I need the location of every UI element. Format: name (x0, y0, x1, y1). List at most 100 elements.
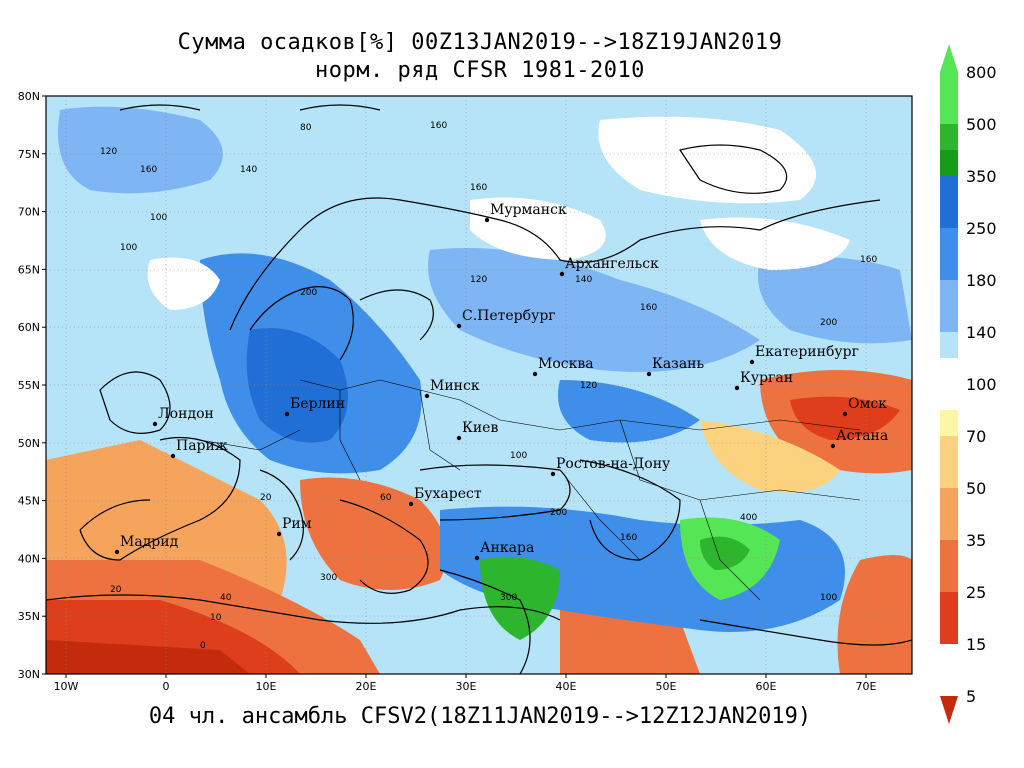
contour-value-label: 40 (220, 593, 232, 603)
colorbar-label: 70 (966, 427, 986, 446)
city-label: Мадрид (120, 534, 179, 550)
colorbar: 800 500 350 250 180 140 100 70 50 35 25 15 5 (940, 44, 997, 724)
borders (199, 379, 861, 601)
city-dot (152, 421, 158, 427)
colorbar-swatch (940, 410, 958, 436)
contour-value-label: 200 (300, 288, 317, 298)
latitude-label: 50N (18, 437, 40, 450)
colorbar-swatch (940, 150, 958, 176)
colorbar-swatch (940, 72, 958, 124)
city-label: Ростов-на-Дону (556, 456, 671, 472)
city-dot (114, 549, 120, 555)
longitude-labels: 10W 0 10E 20E 30E 40E 50E 60E 70E (54, 674, 877, 693)
colorbar-swatch (940, 228, 958, 280)
colorbar-swatch (940, 176, 958, 228)
colorbar-swatch (940, 540, 958, 592)
colorbar-label: 25 (966, 583, 986, 602)
latitude-label: 65N (18, 263, 40, 276)
contour-value-label: 140 (575, 275, 592, 285)
city-markers: Мурманск Архангельск С.Петербург Москва Каза… (114, 202, 888, 561)
colorbar-label: 50 (966, 479, 986, 498)
colorbar-label: 15 (966, 635, 986, 654)
latitude-label: 75N (18, 148, 40, 161)
longitude-label: 10W (54, 680, 79, 693)
city-dot (474, 555, 480, 561)
contour-value-label: 120 (470, 275, 487, 285)
city-label: Екатеринбург (755, 344, 859, 360)
colorbar-swatch (940, 592, 958, 644)
city-label: Берлин (290, 396, 345, 412)
city-dot (276, 531, 282, 537)
colorbar-top-arrow (940, 44, 958, 72)
contour-value-label: 60 (380, 493, 392, 503)
contour-value-label: 160 (470, 183, 487, 193)
colorbar-label: 500 (966, 115, 997, 134)
city-label: Москва (538, 356, 594, 372)
city-label: Курган (740, 370, 793, 386)
city-dot (830, 443, 836, 449)
contour-value-label: 20 (260, 493, 272, 503)
colorbar-bottom-arrow (940, 696, 958, 724)
longitude-label: 50E (656, 680, 677, 693)
city-label: Астана (836, 428, 888, 444)
city-dot (456, 435, 462, 441)
colorbar-swatch (940, 332, 958, 358)
title-line-2: норм. ряд CFSR 1981-2010 (315, 58, 645, 83)
latitude-labels: 80N 75N 70N 65N 60N 55N 50N 45N 40N 35N 30N (18, 90, 46, 681)
city-label: С.Петербург (462, 308, 556, 324)
city-dot (408, 501, 414, 507)
longitude-label: 40E (556, 680, 577, 693)
city-label: Рим (282, 516, 312, 532)
city-dot (284, 411, 290, 417)
contour-value-label: 120 (100, 147, 117, 157)
contour-value-label: 200 (550, 508, 567, 518)
contour-value-label: 100 (120, 243, 137, 253)
city-label: Мурманск (490, 202, 567, 218)
latitude-label: 40N (18, 552, 40, 565)
contour-value-label: 80 (300, 123, 312, 133)
city-dot (424, 393, 430, 399)
longitude-label: 10E (256, 680, 277, 693)
coastlines (46, 104, 912, 674)
city-label: Омск (848, 396, 887, 412)
longitude-label: 70E (856, 680, 877, 693)
contour-value-label: 100 (510, 451, 527, 461)
colorbar-label: 100 (966, 375, 997, 394)
longitude-label: 30E (456, 680, 477, 693)
city-label: Казань (652, 356, 704, 372)
footer-ensemble-info: 04 чл. ансамбль CFSV2(18Z11JAN2019-->12Z… (148, 704, 812, 729)
contour-value-label: 100 (150, 213, 167, 223)
colorbar-label: 180 (966, 271, 997, 290)
longitude-label: 60E (756, 680, 777, 693)
latitude-label: 55N (18, 379, 40, 392)
contour-value-label: 300 (320, 573, 337, 583)
colorbar-swatch (940, 124, 958, 150)
colorbar-swatch (940, 280, 958, 332)
colorbar-swatch (940, 436, 958, 488)
city-dot (532, 371, 538, 377)
city-label: Архангельск (565, 256, 659, 272)
colorbar-label: 5 (966, 687, 976, 706)
latitude-label: 80N (18, 90, 40, 103)
city-dot (842, 411, 848, 417)
city-dot (170, 453, 176, 459)
city-label: Анкара (480, 540, 534, 556)
contour-value-label: 0 (200, 641, 206, 651)
colorbar-swatch (940, 488, 958, 540)
city-dot (734, 385, 740, 391)
city-label: Минск (430, 378, 480, 394)
contour-value-label: 160 (860, 255, 877, 265)
contour-value-label: 100 (820, 593, 837, 603)
latitude-label: 45N (18, 495, 40, 508)
city-label: Лондон (158, 406, 214, 422)
contour-value-label: 160 (430, 121, 447, 131)
latitude-label: 60N (18, 321, 40, 334)
city-dot (749, 359, 755, 365)
colorbar-label: 350 (966, 167, 997, 186)
title-line-1: Сумма осадков[%] 00Z13JAN2019-->18Z19JAN… (177, 30, 783, 55)
colorbar-label: 140 (966, 323, 997, 342)
longitude-label: 0 (163, 680, 170, 693)
contour-value-label: 300 (500, 593, 517, 603)
